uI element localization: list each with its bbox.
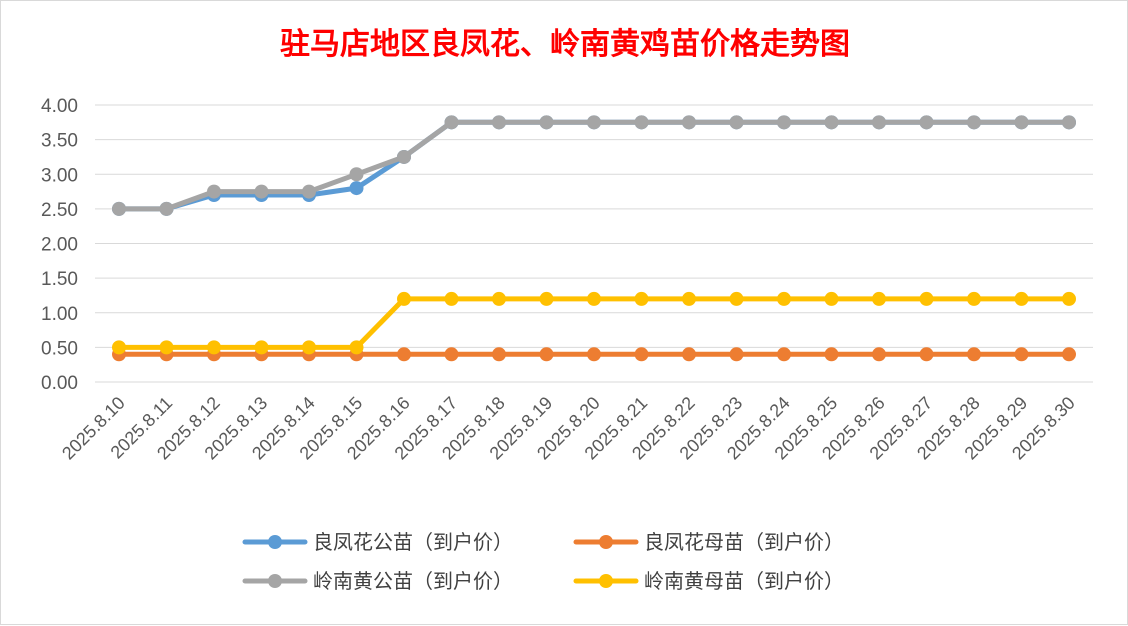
y-tick-label: 1.50 [41,269,78,290]
y-tick-label: 4.00 [41,96,78,117]
data-point [587,347,601,362]
data-point [444,115,459,130]
data-point [1062,115,1076,130]
data-point [634,291,649,306]
data-point [777,115,791,130]
data-point [872,291,886,306]
series-lines [112,115,1076,362]
data-point [207,184,221,199]
data-point [967,291,981,306]
data-point [492,347,506,362]
data-point [397,291,411,306]
series-0 [112,115,1076,216]
data-point [729,291,744,306]
y-tick-label: 0.00 [41,373,78,394]
data-point [777,347,791,362]
y-tick-label: 0.50 [41,338,78,359]
data-point [777,291,791,306]
data-point [349,167,364,182]
legend: 良凤花公苗（到户价） 良凤花母苗（到户价） 岭南黄公苗（到户价） 岭南黄母苗（到户价） [242,530,844,593]
data-point [919,291,934,306]
data-point [444,347,459,362]
legend-item: 良凤花母苗（到户价） [573,530,844,554]
data-point [1014,347,1029,362]
data-point [349,340,364,355]
data-point [207,340,221,355]
grid-lines [95,104,1093,383]
data-point [967,115,981,130]
y-tick-label: 1.00 [41,304,78,325]
series-3 [112,291,1076,355]
series-line [116,296,1072,350]
legend-swatch-marker [599,535,613,549]
y-tick-label: 2.00 [41,235,78,256]
legend-item: 岭南黄母苗（到户价） [573,569,844,593]
data-point [302,340,316,355]
data-point [682,291,696,306]
data-point [539,115,554,130]
data-point [729,115,744,130]
data-point [587,291,601,306]
data-point [872,115,886,130]
x-axis-ticks: 2025.8.102025.8.112025.8.122025.8.132025… [58,393,1079,464]
data-point [967,347,981,362]
series-2 [112,115,1076,216]
data-point [254,184,269,199]
legend-swatch-marker [599,574,613,588]
data-point [824,291,839,306]
data-point [1014,291,1029,306]
data-point [1014,115,1029,130]
data-point [729,347,744,362]
y-tick-label: 2.50 [41,200,78,221]
data-point [682,347,696,362]
data-point [397,149,411,164]
data-point [919,115,934,130]
legend-item: 岭南黄公苗（到户价） [242,569,513,593]
legend-swatch-marker [268,574,282,588]
data-point [634,347,649,362]
data-point [112,340,126,355]
data-point [824,347,839,362]
series-1 [112,347,1076,362]
data-point [397,347,411,362]
data-point [539,291,554,306]
data-point [1062,347,1076,362]
chart-title: 驻马店地区良凤花、岭南黄鸡苗价格走势图 [280,27,850,62]
legend-item: 良凤花公苗（到户价） [242,530,513,554]
legend-label: 岭南黄公苗（到户价） [313,569,513,593]
legend-label: 良凤花公苗（到户价） [313,530,513,554]
data-point [872,347,886,362]
legend-label: 岭南黄母苗（到户价） [644,569,844,593]
data-point [349,181,364,196]
data-point [1062,291,1076,306]
legend-swatch-marker [268,535,282,549]
data-point [159,201,174,216]
data-point [254,340,269,355]
data-point [159,340,174,355]
data-point [492,291,506,306]
data-point [112,201,126,216]
data-point [634,115,649,130]
data-point [539,347,554,362]
data-point [302,184,316,199]
y-axis-ticks: 0.00 0.50 1.00 1.50 2.00 2.50 3.00 3.50 4.00 [41,96,78,394]
data-point [919,347,934,362]
y-tick-label: 3.50 [41,131,78,152]
legend-label: 良凤花母苗（到户价） [644,530,844,554]
y-tick-label: 3.00 [41,165,78,186]
data-point [444,291,459,306]
data-point [492,115,506,130]
data-point [824,115,839,130]
data-point [587,115,601,130]
data-point [682,115,696,130]
